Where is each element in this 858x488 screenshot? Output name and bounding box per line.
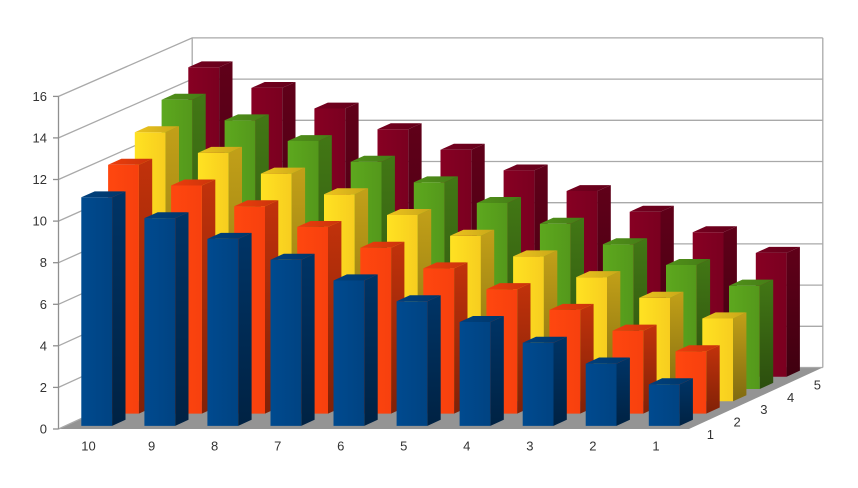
svg-text:1: 1 — [707, 427, 714, 442]
svg-text:3: 3 — [760, 402, 767, 417]
svg-text:1: 1 — [652, 439, 659, 454]
svg-text:8: 8 — [211, 439, 218, 454]
svg-text:10: 10 — [81, 439, 95, 454]
svg-text:2: 2 — [733, 415, 740, 430]
svg-text:2: 2 — [40, 380, 47, 395]
svg-text:4: 4 — [463, 439, 470, 454]
svg-text:16: 16 — [33, 89, 47, 104]
svg-text:5: 5 — [814, 378, 821, 393]
svg-text:4: 4 — [787, 390, 794, 405]
svg-text:7: 7 — [274, 439, 281, 454]
svg-text:12: 12 — [33, 172, 47, 187]
svg-text:9: 9 — [148, 439, 155, 454]
svg-text:0: 0 — [40, 422, 47, 437]
svg-text:4: 4 — [40, 338, 47, 353]
svg-text:2: 2 — [589, 439, 596, 454]
svg-text:8: 8 — [40, 255, 47, 270]
svg-text:5: 5 — [400, 439, 407, 454]
svg-text:10: 10 — [33, 214, 47, 229]
svg-text:6: 6 — [337, 439, 344, 454]
svg-text:14: 14 — [33, 130, 47, 145]
svg-text:6: 6 — [40, 297, 47, 312]
svg-text:3: 3 — [526, 439, 533, 454]
